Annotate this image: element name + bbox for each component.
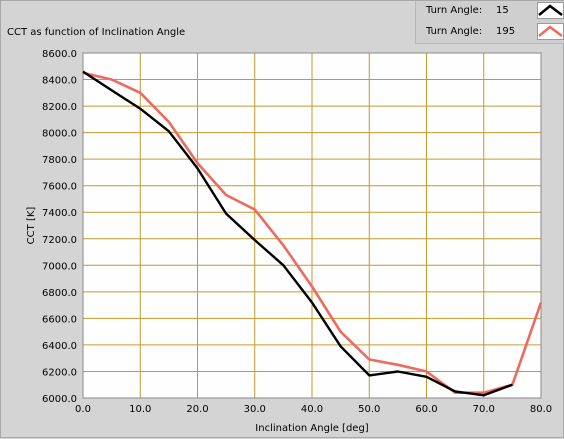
y-tick-label: 8600.0 xyxy=(42,49,77,60)
y-tick-label: 6800.0 xyxy=(42,288,77,299)
x-tick-label: 40.0 xyxy=(301,404,323,415)
legend-value-1: 15 xyxy=(496,5,509,16)
y-tick-label: 7600.0 xyxy=(42,182,77,193)
legend-line-2 xyxy=(538,25,563,37)
y-tick-label: 7000.0 xyxy=(42,261,77,272)
legend-line-icon-2 xyxy=(538,25,563,37)
y-tick-label: 6600.0 xyxy=(42,314,77,325)
y-tick-label: 6200.0 xyxy=(42,367,77,378)
legend-swatch-1[interactable] xyxy=(537,2,564,19)
x-tick-label: 50.0 xyxy=(358,404,380,415)
legend-line-icon-1 xyxy=(538,4,563,16)
y-tick-label: 8000.0 xyxy=(42,129,77,140)
legend-item-series-1: Turn Angle: 15 xyxy=(416,1,564,22)
y-tick-label: 7200.0 xyxy=(42,235,77,246)
x-tick-label: 30.0 xyxy=(244,404,266,415)
legend-label-1: Turn Angle: xyxy=(426,5,483,16)
x-tick-label: 20.0 xyxy=(186,404,208,415)
x-axis-label: Inclination Angle [deg] xyxy=(255,423,369,434)
y-tick-label: 8400.0 xyxy=(42,76,77,87)
legend-swatch-2[interactable] xyxy=(537,23,564,40)
x-tick-label: 10.0 xyxy=(129,404,151,415)
x-tick-label: 60.0 xyxy=(415,404,437,415)
y-tick-label: 6400.0 xyxy=(42,341,77,352)
legend-line-1 xyxy=(538,4,563,16)
legend-value-2: 195 xyxy=(496,26,516,37)
legend: Turn Angle: 15 Turn Angle: 195 xyxy=(415,1,564,44)
x-tick-label: 80.0 xyxy=(530,404,552,415)
x-tick-label: 0.0 xyxy=(75,404,91,415)
y-tick-label: 7400.0 xyxy=(42,208,77,219)
plot-border xyxy=(82,52,542,399)
y-tick-label: 8200.0 xyxy=(42,102,77,113)
series-line-1 xyxy=(82,70,513,397)
y-tick-label: 6000.0 xyxy=(42,394,77,405)
legend-label-2: Turn Angle: xyxy=(426,26,483,37)
y-tick-label: 7800.0 xyxy=(42,155,77,166)
x-tick-label: 70.0 xyxy=(473,404,495,415)
y-axis-label: CCT [K] xyxy=(26,207,37,245)
legend-item-series-2: Turn Angle: 195 xyxy=(416,22,564,43)
chart-title: CCT as function of Inclination Angle xyxy=(7,27,186,38)
